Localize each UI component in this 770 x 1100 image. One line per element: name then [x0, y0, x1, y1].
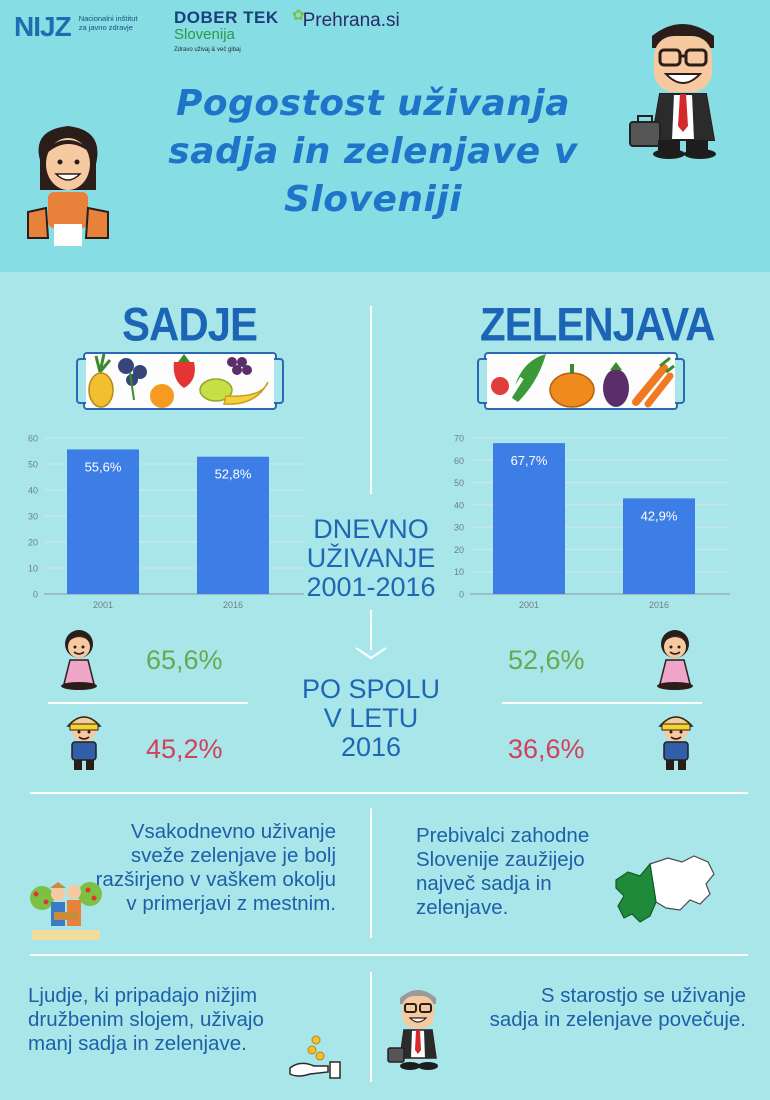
page-title: Pogostost uživanja sadja in zelenjave v … [168, 83, 578, 220]
facts-divider-middle [30, 954, 748, 956]
fact-social-line1: Ljudje, ki pripadajo nižjim [28, 984, 258, 1007]
fact-west-text: Prebivalci zahodne Slovenije zaužijejo n… [416, 824, 626, 920]
vegetable-illustration [491, 354, 675, 408]
fact-rural-text: Vsakodnevno uživanje sveže zelenjave je … [95, 820, 336, 915]
vegetable-chart-y-tick-label: 20 [454, 545, 464, 555]
vegetable-chart-y-tick-label: 60 [454, 456, 464, 466]
vegetable-chart-y-tick-label: 70 [454, 434, 464, 444]
gender-divider-left [48, 702, 248, 704]
slovenia-map-icon [615, 855, 715, 923]
fact-west-line4: zelenjave. [416, 896, 509, 919]
fact-age-line2: sadja in zelenjave povečuje. [489, 1008, 746, 1031]
fruit-chart-y-tick-label: 10 [28, 564, 38, 574]
leaf-icon: ✿ [292, 7, 305, 24]
center-divider-top [370, 306, 372, 494]
fruit-title: SADJE [122, 298, 258, 351]
boy-icon [66, 716, 102, 770]
woman-shopping-icon [27, 126, 109, 246]
fact-west-line3: največ sadja in [416, 872, 552, 895]
girl-icon [61, 630, 97, 690]
vegetable-chart-y-tick-label: 40 [454, 500, 464, 510]
daily-label-line2: UŽIVANJE [306, 543, 436, 573]
vegetable-chart-bar [623, 498, 695, 594]
dober-tek-logo[interactable]: DOBER TEK Slovenija Zdravo uživaj & več … [174, 8, 279, 53]
fruit-chart-x-tick-label: 2001 [93, 600, 113, 610]
fact-social-line3: manj sadja in zelenjave. [28, 1032, 247, 1055]
fruit-chart-value-label: 55,6% [85, 459, 122, 474]
fruit-chart-y-tick-label: 60 [28, 434, 38, 444]
fruit-chart-x-tick-label: 2016 [223, 600, 243, 610]
chevron-down-icon [355, 647, 387, 660]
vegetable-chart-value-label: 42,9% [641, 508, 678, 523]
gender-label-line1: PO SPOLU [301, 674, 441, 704]
dober-tek-tagline: Zdravo uživaj & več gibaj [174, 47, 241, 53]
fruit-men-percent: 45,2% [146, 734, 223, 764]
gender-divider-right [502, 702, 702, 704]
vegetable-chart-y-tick-label: 10 [454, 567, 464, 577]
fact-west-line2: Slovenije zaužijejo [416, 848, 585, 871]
nijz-line2: za javno zdravje [78, 23, 133, 32]
nijz-subtitle: Nacionalni inštitut za javno zdravje [79, 14, 159, 32]
by-gender-label: PO SPOLU V LETU 2016 [276, 675, 466, 762]
nijz-mark: NIJZ [14, 11, 72, 42]
fruit-daily-chart: 0 10 20 30 40 50 60 55,6% 2001 52,8% 2016 [28, 434, 304, 610]
fruit-chart-y-tick-label: 40 [28, 486, 38, 496]
prehrana-logo[interactable]: ✿Prehrana.si [292, 7, 400, 32]
vegetable-chart-bar [493, 443, 565, 594]
fact-social-text: Ljudje, ki pripadajo nižjim družbenim sl… [28, 984, 288, 1056]
center-divider-middle [370, 610, 372, 650]
fruit-chart-bar [67, 449, 139, 594]
dober-tek-country: Slovenija [174, 26, 235, 43]
prehrana-name: Prehrana.si [302, 10, 400, 31]
vegetable-chart-y-tick-label: 30 [454, 523, 464, 533]
fruit-chart-y-tick-label: 20 [28, 538, 38, 548]
daily-label-line3: 2001-2016 [306, 572, 436, 602]
fact-social-line2: družbenim slojem, uživajo [28, 1008, 264, 1031]
fruit-chart-value-label: 52,8% [215, 467, 252, 482]
vegetables-title: ZELENJAVA [480, 298, 715, 351]
gender-label-line3: 2016 [340, 732, 402, 762]
vegetable-chart-x-tick-label: 2016 [649, 600, 669, 610]
nijz-line1: Nacionalni inštitut [78, 14, 138, 23]
fact-age-line1: S starostjo se uživanje [540, 984, 746, 1007]
hand-coins-icon [289, 1035, 341, 1079]
facts-divider-center [370, 808, 372, 938]
farmers-icon [30, 882, 102, 940]
fruit-women-percent: 65,6% [146, 645, 223, 675]
businessman-icon [629, 24, 716, 159]
fruit-chart-y-tick-label: 30 [28, 512, 38, 522]
vegetables-men-percent: 36,6% [508, 734, 585, 764]
vegetable-chart-y-tick-label: 50 [454, 478, 464, 488]
vegetable-chart-y-tick-label: 0 [459, 590, 464, 600]
facts-divider-top [30, 792, 748, 794]
nijz-logo[interactable]: NIJZ Nacionalni inštitut za javno zdravj… [14, 12, 159, 42]
daily-label-line1: DNEVNO [313, 514, 429, 544]
gender-label-line2: V LETU [323, 703, 419, 733]
fruit-chart-bar [197, 456, 269, 594]
daily-consumption-label: DNEVNO UŽIVANJE 2001-2016 [286, 515, 456, 602]
girl-icon [657, 630, 693, 690]
fruit-illustration [88, 353, 269, 408]
vegetable-chart-x-tick-label: 2001 [519, 600, 539, 610]
vegetable-daily-chart: 0 10 20 30 40 50 60 70 67,7% 2001 42,9% 2016 [454, 434, 730, 610]
fact-west-line1: Prebivalci zahodne [416, 824, 590, 847]
fact-age-text: S starostjo se uživanje sadja in zelenja… [440, 984, 746, 1032]
facts-divider-bottom [370, 972, 372, 1082]
vegetables-women-percent: 52,6% [508, 645, 585, 675]
fruit-chart-y-tick-label: 50 [28, 460, 38, 470]
logo-bar: NIJZ Nacionalni inštitut za javno zdravj… [14, 6, 434, 54]
boy-icon [658, 716, 694, 770]
fruit-chart-y-tick-label: 0 [33, 590, 38, 600]
dober-tek-name: DOBER TEK [174, 8, 279, 27]
vegetable-chart-value-label: 67,7% [511, 453, 548, 468]
old-man-icon [387, 990, 438, 1070]
